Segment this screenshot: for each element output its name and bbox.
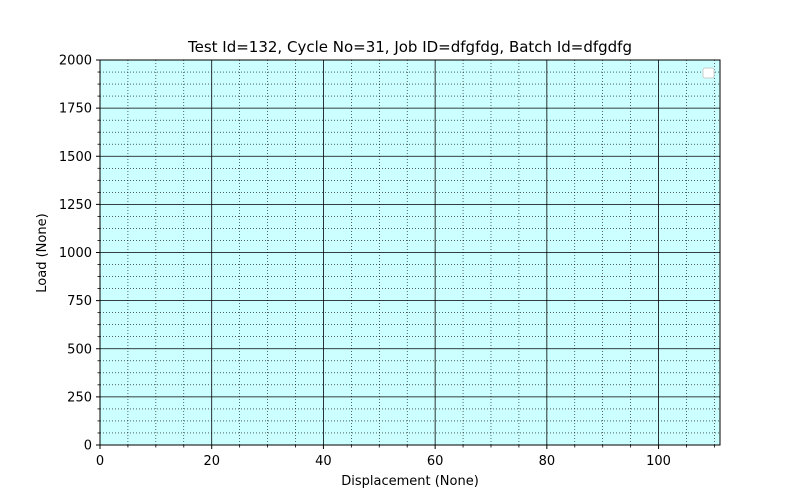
y-tick-label: 1500 [59,150,92,165]
y-tick-label: 2000 [59,54,92,69]
y-axis: 0 250 500 750 1000 1250 1500 1750 2000 [59,54,100,454]
legend-box [702,67,715,79]
y-tick-label: 750 [67,294,92,309]
x-tick-label: 100 [646,454,671,469]
y-tick-label: 500 [67,342,92,357]
x-axis: 0 20 40 60 80 100 [96,445,715,469]
x-tick-label: 40 [315,454,332,469]
x-tick-label: 80 [539,454,556,469]
y-axis-label: Load (None) [35,213,50,292]
x-tick-label: 60 [427,454,444,469]
x-tick-label: 20 [203,454,220,469]
x-tick-label: 0 [96,454,104,469]
x-axis-label: Displacement (None) [341,474,479,489]
y-tick-label: 250 [67,390,92,405]
y-tick-label: 0 [84,439,92,454]
major-grid [100,60,720,445]
y-tick-label: 1000 [59,246,92,261]
chart-title: Test Id=132, Cycle No=31, Job ID=dfgfdg,… [187,38,632,56]
y-tick-label: 1750 [59,102,92,117]
y-tick-label: 1250 [59,198,92,213]
